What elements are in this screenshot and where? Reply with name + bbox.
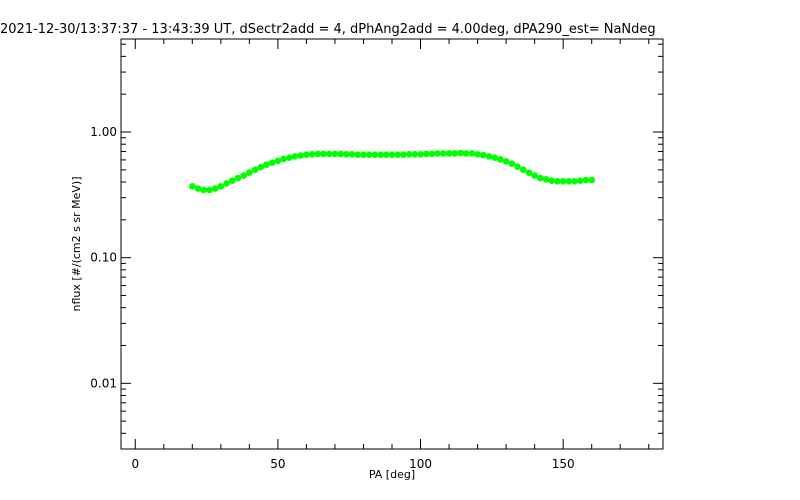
data-point	[223, 180, 230, 187]
data-point	[360, 151, 367, 158]
data-point	[525, 169, 533, 176]
data-point	[240, 172, 247, 179]
data-point	[519, 166, 527, 174]
data-point	[257, 163, 265, 171]
y-tick-label: 0.10	[90, 251, 117, 265]
x-tick-label: 50	[270, 457, 285, 471]
data-point	[434, 150, 441, 157]
data-point	[286, 154, 293, 161]
data-point	[428, 150, 436, 158]
data-point	[263, 161, 270, 168]
data-point	[314, 150, 322, 158]
data-point	[280, 155, 287, 163]
data-point	[200, 186, 208, 194]
data-point	[474, 150, 481, 158]
data-point	[440, 150, 447, 157]
data-point	[325, 150, 333, 158]
data-point	[206, 186, 213, 194]
data-points	[189, 149, 595, 194]
data-point	[537, 174, 544, 182]
x-tick-label: 150	[552, 457, 575, 471]
data-point	[274, 157, 282, 165]
data-point	[508, 160, 516, 167]
data-point	[571, 178, 578, 185]
data-point	[531, 172, 538, 179]
data-point	[554, 178, 561, 185]
plot-frame	[120, 38, 664, 450]
data-point	[457, 149, 464, 157]
data-point	[331, 150, 339, 158]
data-point	[479, 151, 487, 159]
axis-tick-labels: 0 50 100 150 0.01 0.10 1.00	[90, 125, 574, 471]
data-point	[582, 176, 590, 184]
data-point	[394, 151, 402, 158]
data-point	[514, 163, 521, 170]
axis-ticks	[121, 39, 663, 450]
data-point	[565, 178, 573, 185]
data-point	[491, 154, 498, 161]
data-point	[371, 151, 379, 158]
data-point	[228, 177, 236, 184]
x-tick-label: 100	[409, 457, 432, 471]
data-point	[382, 151, 390, 158]
data-point	[211, 185, 219, 192]
data-point	[303, 151, 310, 158]
data-point	[268, 159, 276, 166]
y-axis-label: nflux [#/(cm2 s sr MeV)]	[70, 177, 83, 312]
data-point	[377, 151, 384, 158]
data-point	[548, 177, 556, 184]
data-point	[588, 176, 595, 184]
data-point	[485, 153, 493, 160]
data-point	[468, 150, 476, 157]
data-point	[194, 185, 202, 192]
chart-title: 2021-12-30/13:37:37 - 13:43:39 UT, dSect…	[0, 22, 656, 37]
data-point	[297, 152, 305, 159]
data-point	[354, 151, 362, 158]
data-point	[388, 151, 396, 158]
data-point	[405, 150, 413, 158]
y-tick-label: 0.01	[90, 376, 117, 390]
data-point	[559, 178, 567, 185]
data-point	[451, 150, 459, 157]
data-point	[365, 151, 373, 158]
data-point	[251, 166, 259, 174]
data-point	[411, 150, 419, 158]
data-point	[308, 150, 316, 158]
data-point	[291, 153, 299, 160]
data-point	[343, 150, 350, 158]
data-point	[542, 176, 550, 183]
data-point	[576, 177, 584, 184]
data-point	[189, 182, 196, 190]
data-point	[320, 150, 327, 158]
data-point	[217, 182, 225, 190]
data-point	[502, 157, 510, 165]
data-point	[337, 150, 344, 158]
data-point	[234, 174, 242, 182]
data-point	[445, 150, 453, 157]
y-tick-label: 1.00	[90, 125, 117, 139]
x-tick-label: 0	[131, 457, 139, 471]
data-point	[246, 169, 253, 176]
data-point	[417, 150, 424, 158]
data-point	[400, 151, 407, 158]
data-point	[462, 150, 470, 157]
data-point	[497, 156, 504, 163]
data-point	[422, 150, 430, 158]
data-point	[348, 150, 356, 158]
x-axis-label: PA [deg]	[369, 468, 415, 481]
